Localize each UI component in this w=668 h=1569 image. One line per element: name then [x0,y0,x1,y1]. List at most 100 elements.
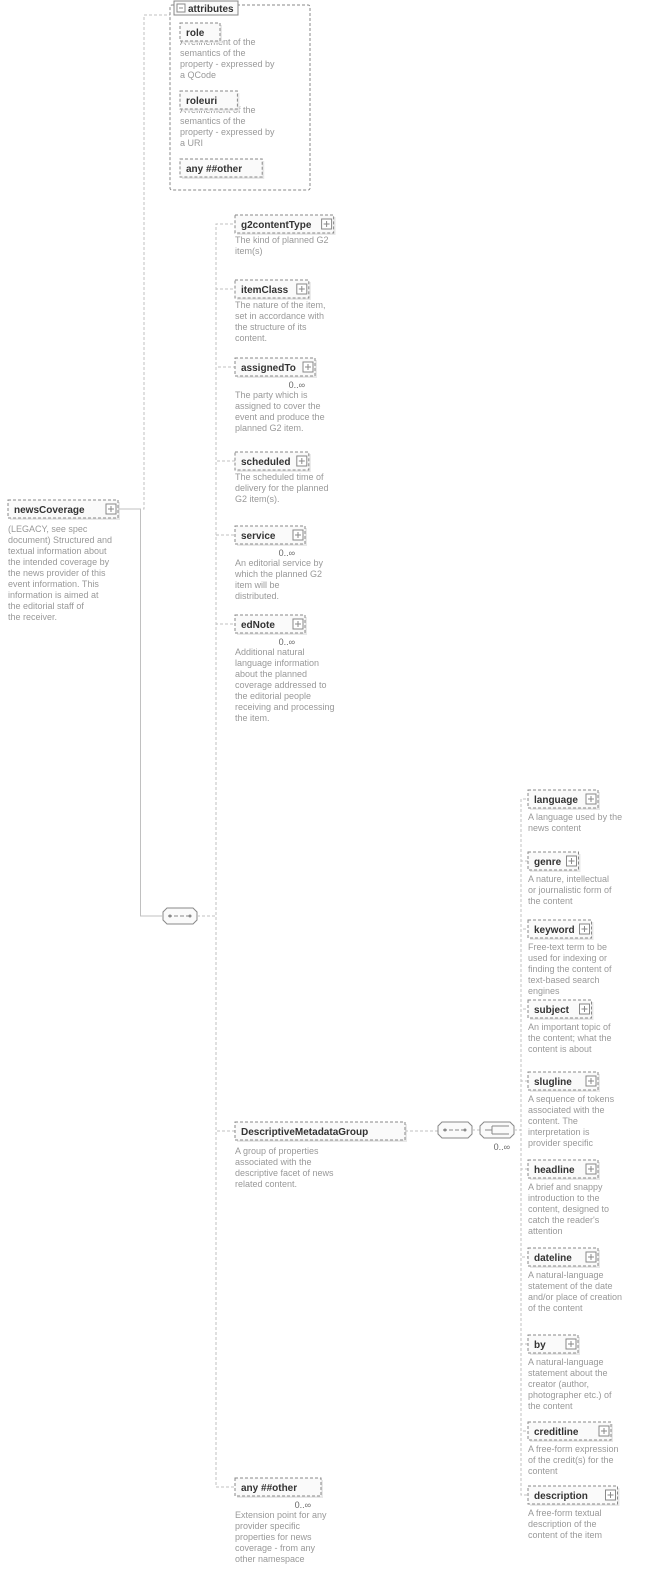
attr-role: role [180,23,222,43]
svg-text:the intended coverage by: the intended coverage by [8,557,110,567]
svg-text:any ##other: any ##other [241,1483,297,1494]
svg-text:A language used by the: A language used by the [528,812,622,822]
svg-text:semantics of the: semantics of the [180,48,246,58]
svg-text:A nature, intellectual: A nature, intellectual [528,874,609,884]
svg-text:keyword: keyword [534,925,575,936]
svg-text:the content; what the: the content; what the [528,1033,612,1043]
svg-text:A group of properties: A group of properties [235,1146,319,1156]
sequence-connector [438,1122,472,1138]
svg-text:by: by [534,1340,546,1351]
svg-text:content of the item: content of the item [528,1530,602,1540]
svg-text:itemClass: itemClass [241,285,289,296]
svg-text:photographer etc.) of: photographer etc.) of [528,1390,612,1400]
svg-text:Extension point for any: Extension point for any [235,1510,327,1520]
attr-any ##other: any ##other [180,159,264,179]
sequence-connector [163,908,197,924]
svg-text:g2contentType: g2contentType [241,220,312,231]
svg-text:0..∞: 0..∞ [295,1500,311,1510]
svg-text:subject: subject [534,1005,570,1016]
svg-text:The nature of the item,: The nature of the item, [235,300,326,310]
svg-text:description: description [534,1491,588,1502]
svg-text:and/or place of creation: and/or place of creation [528,1292,622,1302]
svg-text:content: content [528,1466,558,1476]
node-language: language [528,790,600,810]
svg-text:interpretation is: interpretation is [528,1127,590,1137]
svg-text:dateline: dateline [534,1253,572,1264]
svg-text:language information: language information [235,658,319,668]
svg-text:attention: attention [528,1226,563,1236]
svg-text:statement of the date: statement of the date [528,1281,613,1291]
svg-text:text-based search: text-based search [528,975,600,985]
node-description: description [528,1486,620,1506]
svg-text:information is aimed at: information is aimed at [8,590,99,600]
svg-text:content is about: content is about [528,1044,592,1054]
node-by: by [528,1335,580,1355]
svg-text:other namespace: other namespace [235,1554,305,1564]
svg-text:service: service [241,531,276,542]
svg-text:introduction to the: introduction to the [528,1193,600,1203]
attr-roleuri: roleuri [180,91,239,111]
svg-text:A natural-language: A natural-language [528,1270,604,1280]
svg-text:semantics of the: semantics of the [180,116,246,126]
svg-text:creator (author,: creator (author, [528,1379,589,1389]
svg-text:attributes: attributes [188,4,234,15]
svg-text:properties for news: properties for news [235,1532,312,1542]
svg-text:associated with the: associated with the [235,1157,312,1167]
svg-text:catch the reader's: catch the reader's [528,1215,600,1225]
svg-text:creditline: creditline [534,1427,579,1438]
svg-text:related content.: related content. [235,1179,297,1189]
svg-text:associated with the: associated with the [528,1105,605,1115]
node-assignedTo: assignedTo [235,358,317,378]
svg-text:the editorial staff of: the editorial staff of [8,601,84,611]
svg-text:item will be: item will be [235,580,280,590]
svg-text:provider specific: provider specific [528,1138,594,1148]
svg-text:statement about the: statement about the [528,1368,608,1378]
svg-text:descriptive facet of news: descriptive facet of news [235,1168,334,1178]
svg-text:event and produce the: event and produce the [235,412,325,422]
node-dateline: dateline [528,1248,600,1268]
svg-text:item(s): item(s) [235,246,263,256]
svg-text:about the planned: about the planned [235,669,307,679]
svg-text:the receiver.: the receiver. [8,612,57,622]
svg-text:G2 item(s).: G2 item(s). [235,494,280,504]
node-edNote: edNote [235,615,307,635]
svg-text:used for indexing or: used for indexing or [528,953,607,963]
svg-text:assigned to cover the: assigned to cover the [235,401,321,411]
svg-text:An important topic of: An important topic of [528,1022,611,1032]
svg-text:language: language [534,795,578,806]
svg-text:A brief and snappy: A brief and snappy [528,1182,603,1192]
svg-text:which the planned G2: which the planned G2 [234,569,322,579]
svg-text:the news provider of this: the news provider of this [8,568,106,578]
node-g2contentType: g2contentType [235,215,336,235]
svg-text:edNote: edNote [241,620,275,631]
svg-text:An editorial service by: An editorial service by [235,558,324,568]
svg-text:content, designed to: content, designed to [528,1204,609,1214]
svg-text:or journalistic form of: or journalistic form of [528,885,612,895]
svg-text:a QCode: a QCode [180,70,216,80]
svg-text:A free-form textual: A free-form textual [528,1508,602,1518]
svg-text:coverage addressed to: coverage addressed to [235,680,327,690]
svg-text:the content: the content [528,896,573,906]
svg-text:engines: engines [528,986,560,996]
svg-text:slugline: slugline [534,1077,572,1088]
svg-text:scheduled: scheduled [241,457,290,468]
svg-text:the content: the content [528,1401,573,1411]
svg-text:Additional natural: Additional natural [235,647,305,657]
svg-text:0..∞: 0..∞ [289,380,305,390]
svg-text:any ##other: any ##other [186,164,242,175]
svg-text:assignedTo: assignedTo [241,363,296,374]
svg-text:textual information about: textual information about [8,546,107,556]
svg-text:the item.: the item. [235,713,270,723]
svg-text:(LEGACY, see spec: (LEGACY, see spec [8,524,88,534]
svg-text:A free-form expression: A free-form expression [528,1444,619,1454]
svg-text:delivery for the planned: delivery for the planned [235,483,329,493]
root-node: newsCoverage [8,500,120,520]
svg-text:newsCoverage: newsCoverage [14,505,85,516]
svg-text:0..∞: 0..∞ [279,637,295,647]
node-itemClass: itemClass [235,280,311,300]
svg-text:event information. This: event information. This [8,579,99,589]
svg-text:description of the: description of the [528,1519,597,1529]
node-any-other: any ##other [235,1478,323,1498]
node-service: service [235,526,307,546]
node-headline: headline [528,1160,600,1180]
